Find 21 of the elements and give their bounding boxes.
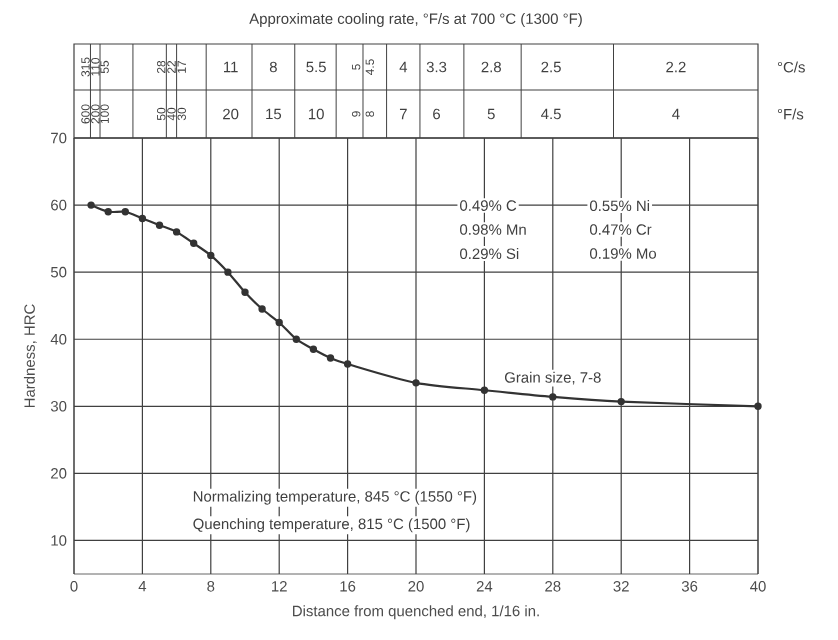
point (224, 268, 232, 276)
point (754, 402, 762, 410)
point (207, 251, 215, 260)
point (155, 221, 164, 229)
point (258, 305, 266, 313)
point (121, 208, 129, 216)
point (172, 228, 181, 236)
point (292, 335, 300, 343)
point (241, 288, 249, 296)
point (343, 360, 352, 368)
point (480, 386, 489, 394)
point (104, 208, 112, 216)
point (549, 393, 557, 401)
point (309, 345, 318, 353)
point (190, 239, 198, 247)
point (87, 201, 95, 209)
point (412, 379, 420, 387)
point (326, 354, 335, 362)
point (617, 397, 625, 406)
point (275, 318, 283, 327)
point (138, 214, 147, 223)
